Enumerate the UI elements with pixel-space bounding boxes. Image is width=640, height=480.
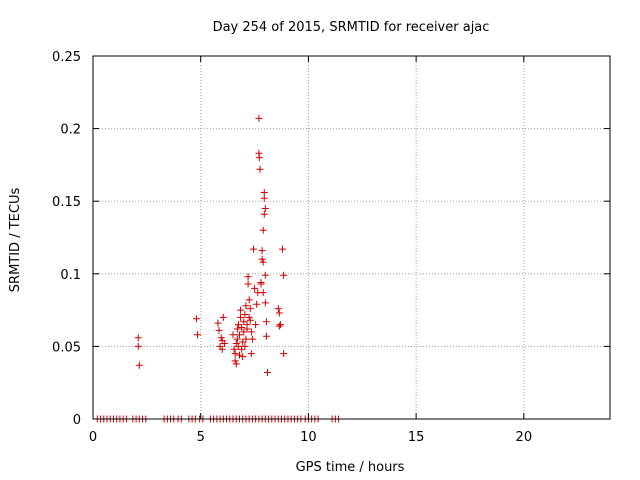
data-point (234, 342, 242, 350)
data-point (220, 339, 228, 347)
data-point (233, 335, 241, 343)
data-point (246, 316, 254, 324)
x-tick-label: 5 (197, 430, 205, 445)
data-point (193, 331, 201, 339)
data-point (279, 245, 287, 253)
data-point (134, 334, 142, 342)
data-point (255, 114, 263, 122)
data-point (241, 342, 249, 350)
data-point (238, 324, 246, 332)
data-point (232, 360, 240, 368)
data-point (246, 305, 254, 313)
data-point (280, 350, 288, 358)
data-point (242, 335, 250, 343)
data-point (237, 306, 245, 314)
data-point (258, 255, 266, 263)
data-point (253, 300, 261, 308)
data-point (241, 310, 249, 318)
data-point (259, 258, 267, 266)
data-point (244, 273, 252, 281)
data-point (261, 299, 269, 307)
grid-lines (93, 56, 610, 419)
data-point (217, 334, 225, 342)
data-point (251, 284, 259, 292)
data-point (239, 338, 247, 346)
data-point (257, 280, 265, 288)
data-point (229, 331, 237, 339)
data-point (215, 326, 223, 334)
data-point (218, 345, 226, 353)
data-point (245, 313, 253, 321)
y-tick-label: 0.25 (52, 50, 81, 65)
data-point (233, 325, 241, 333)
y-tick-label: 0.2 (60, 123, 81, 138)
x-tick-label: 0 (89, 430, 97, 445)
data-point (261, 204, 269, 212)
data-point (259, 226, 267, 234)
x-tick-label: 20 (516, 430, 533, 445)
axis-ticks: 0 5 10 15 20 0 0.05 0.1 0.15 0.2 0.25 (52, 50, 610, 445)
data-point (231, 357, 239, 365)
data-point (252, 321, 260, 329)
data-point (243, 325, 251, 333)
data-point (230, 345, 238, 353)
y-axis-label: SRMTID / TECUs (8, 188, 23, 293)
x-tick-label: 10 (300, 430, 317, 445)
data-point (263, 369, 271, 377)
data-point (240, 318, 248, 326)
data-point (276, 321, 284, 329)
data-point (214, 319, 222, 327)
data-point (245, 296, 253, 304)
data-point (237, 313, 245, 321)
data-point (247, 350, 255, 358)
data-point (258, 247, 266, 255)
data-point (134, 342, 142, 350)
plot-frame (92, 55, 611, 420)
data-point (192, 315, 200, 323)
data-point (255, 154, 263, 162)
data-point (274, 305, 282, 313)
y-tick-label: 0 (73, 413, 81, 428)
data-point (247, 328, 255, 336)
data-point (231, 350, 239, 358)
y-tick-label: 0.1 (60, 268, 81, 283)
chart-title: Day 254 of 2015, SRMTID for receiver aja… (213, 20, 490, 35)
data-point (260, 194, 268, 202)
data-point (235, 331, 243, 339)
data-point (262, 332, 270, 340)
data-point (275, 322, 283, 330)
data-point (248, 335, 256, 343)
x-axis-label: GPS time / hours (296, 460, 405, 475)
data-point (261, 271, 269, 279)
y-tick-label: 0.15 (52, 195, 81, 210)
data-point (242, 302, 250, 310)
data-point (249, 245, 257, 253)
data-point (238, 345, 246, 353)
data-point (235, 351, 243, 359)
plot-background (93, 56, 610, 419)
data-point (135, 361, 143, 369)
y-tick-label: 0.05 (52, 340, 81, 355)
data-point (234, 321, 242, 329)
data-point (244, 280, 252, 288)
data-point (260, 210, 268, 218)
data-point (219, 313, 227, 321)
data-point (280, 271, 288, 279)
data-point (275, 309, 283, 317)
data-point (256, 165, 264, 173)
data-point (259, 289, 267, 297)
x-tick-label: 15 (408, 430, 425, 445)
data-point (262, 318, 270, 326)
data-point (240, 328, 248, 336)
data-point (239, 353, 247, 361)
